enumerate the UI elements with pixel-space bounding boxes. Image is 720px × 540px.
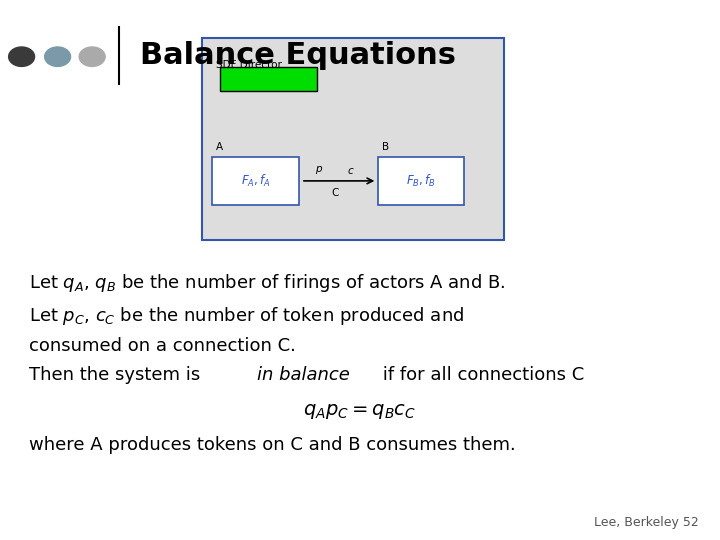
Text: in balance: in balance xyxy=(257,366,350,384)
Circle shape xyxy=(45,47,71,66)
Text: Then the system is: Then the system is xyxy=(29,366,206,384)
Text: C: C xyxy=(331,188,338,198)
Text: $F_A, f_A$: $F_A, f_A$ xyxy=(240,173,271,189)
Text: B: B xyxy=(382,142,389,152)
Text: consumed on a connection C.: consumed on a connection C. xyxy=(29,336,296,355)
Bar xyxy=(378,157,464,205)
Text: if for all connections C: if for all connections C xyxy=(377,366,584,384)
Text: Let $q_A$, $q_B$ be the number of firings of actors A and B.: Let $q_A$, $q_B$ be the number of firing… xyxy=(29,273,505,294)
Text: SDF Director: SDF Director xyxy=(216,60,282,71)
Bar xyxy=(202,38,504,240)
Text: $F_B, f_B$: $F_B, f_B$ xyxy=(406,173,436,189)
Text: Lee, Berkeley 52: Lee, Berkeley 52 xyxy=(594,516,698,529)
Bar xyxy=(212,157,299,205)
Text: $p$: $p$ xyxy=(315,164,323,176)
Text: where A produces tokens on C and B consumes them.: where A produces tokens on C and B consu… xyxy=(29,436,516,455)
Circle shape xyxy=(79,47,105,66)
Text: $c$: $c$ xyxy=(347,166,354,176)
Text: $q_Ap_C = q_Bc_C$: $q_Ap_C = q_Bc_C$ xyxy=(303,402,417,421)
Circle shape xyxy=(9,47,35,66)
Text: Balance Equations: Balance Equations xyxy=(140,41,456,70)
Text: Let $p_C$, $c_C$ be the number of token produced and: Let $p_C$, $c_C$ be the number of token … xyxy=(29,305,464,327)
Text: A: A xyxy=(216,142,223,152)
Bar xyxy=(220,67,317,91)
